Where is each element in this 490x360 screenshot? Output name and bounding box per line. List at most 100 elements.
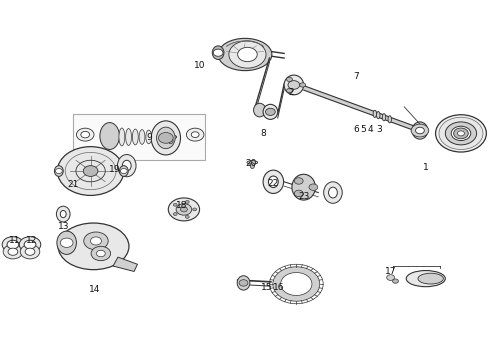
Text: 20: 20 xyxy=(245,159,257,168)
Ellipse shape xyxy=(100,123,120,149)
Text: 12: 12 xyxy=(26,237,37,246)
Text: 4: 4 xyxy=(368,125,373,134)
Circle shape xyxy=(436,115,487,152)
Ellipse shape xyxy=(168,137,173,144)
Ellipse shape xyxy=(212,46,224,59)
Circle shape xyxy=(416,127,424,134)
Text: 15: 15 xyxy=(261,283,273,292)
Ellipse shape xyxy=(253,103,266,117)
Ellipse shape xyxy=(120,166,128,176)
Circle shape xyxy=(238,47,257,62)
Ellipse shape xyxy=(418,273,443,284)
Circle shape xyxy=(180,207,187,212)
Text: 11: 11 xyxy=(9,237,20,246)
Ellipse shape xyxy=(324,182,342,203)
Circle shape xyxy=(91,246,111,261)
Circle shape xyxy=(387,275,394,280)
Circle shape xyxy=(91,237,101,245)
Ellipse shape xyxy=(157,127,175,149)
Circle shape xyxy=(159,132,173,143)
Circle shape xyxy=(392,279,398,283)
Circle shape xyxy=(76,128,94,141)
Ellipse shape xyxy=(125,129,131,145)
Circle shape xyxy=(2,237,24,252)
Circle shape xyxy=(288,81,300,89)
Text: 8: 8 xyxy=(261,129,267,138)
Ellipse shape xyxy=(56,206,70,222)
Circle shape xyxy=(8,248,18,255)
Ellipse shape xyxy=(146,130,152,144)
Polygon shape xyxy=(304,86,418,132)
Circle shape xyxy=(176,204,192,215)
Circle shape xyxy=(84,232,108,250)
Ellipse shape xyxy=(165,135,176,139)
Ellipse shape xyxy=(218,39,272,71)
Text: 13: 13 xyxy=(57,222,69,231)
Bar xyxy=(73,114,205,160)
Ellipse shape xyxy=(247,161,258,164)
Circle shape xyxy=(20,244,40,259)
Ellipse shape xyxy=(58,223,129,270)
Text: 17: 17 xyxy=(385,267,396,276)
Circle shape xyxy=(57,147,124,195)
Ellipse shape xyxy=(118,154,136,177)
Circle shape xyxy=(294,178,303,184)
Ellipse shape xyxy=(119,128,125,146)
Circle shape xyxy=(213,49,223,56)
Text: 5: 5 xyxy=(360,125,366,134)
Text: 23: 23 xyxy=(298,192,309,201)
Circle shape xyxy=(173,203,177,206)
Text: 22: 22 xyxy=(268,179,279,188)
Ellipse shape xyxy=(57,231,76,255)
Ellipse shape xyxy=(388,116,392,123)
Circle shape xyxy=(287,77,293,81)
Circle shape xyxy=(458,131,465,136)
Text: 14: 14 xyxy=(89,285,100,294)
Circle shape xyxy=(55,168,62,174)
Circle shape xyxy=(121,168,127,174)
Circle shape xyxy=(191,132,199,138)
Circle shape xyxy=(168,198,199,221)
Circle shape xyxy=(300,83,306,87)
Circle shape xyxy=(454,128,468,139)
Ellipse shape xyxy=(373,110,376,117)
Ellipse shape xyxy=(132,129,138,145)
Polygon shape xyxy=(113,257,138,271)
Circle shape xyxy=(411,124,429,137)
Circle shape xyxy=(193,208,196,211)
Circle shape xyxy=(287,89,293,93)
Text: 7: 7 xyxy=(353,72,359,81)
Circle shape xyxy=(185,201,189,203)
Circle shape xyxy=(25,248,35,255)
Text: 2: 2 xyxy=(289,87,294,96)
Text: 9: 9 xyxy=(147,133,152,142)
Circle shape xyxy=(451,126,471,140)
Circle shape xyxy=(266,108,275,116)
Circle shape xyxy=(451,126,471,140)
Ellipse shape xyxy=(139,130,145,144)
Text: 16: 16 xyxy=(273,283,285,292)
Circle shape xyxy=(173,213,177,216)
Circle shape xyxy=(81,131,90,138)
Ellipse shape xyxy=(263,104,278,120)
Circle shape xyxy=(3,244,23,259)
Ellipse shape xyxy=(284,75,304,95)
Ellipse shape xyxy=(237,276,250,290)
Ellipse shape xyxy=(412,122,428,139)
Circle shape xyxy=(83,166,98,176)
Circle shape xyxy=(273,267,320,301)
Circle shape xyxy=(229,41,266,68)
Ellipse shape xyxy=(406,271,445,287)
Ellipse shape xyxy=(382,114,386,121)
Ellipse shape xyxy=(54,166,63,176)
Circle shape xyxy=(239,280,248,286)
Text: 6: 6 xyxy=(353,125,359,134)
Ellipse shape xyxy=(329,187,337,198)
Text: 1: 1 xyxy=(423,163,429,172)
Circle shape xyxy=(186,128,204,141)
Circle shape xyxy=(97,250,105,257)
Ellipse shape xyxy=(376,112,380,119)
Circle shape xyxy=(60,238,73,247)
Text: 10: 10 xyxy=(195,61,206,70)
Circle shape xyxy=(281,273,312,296)
